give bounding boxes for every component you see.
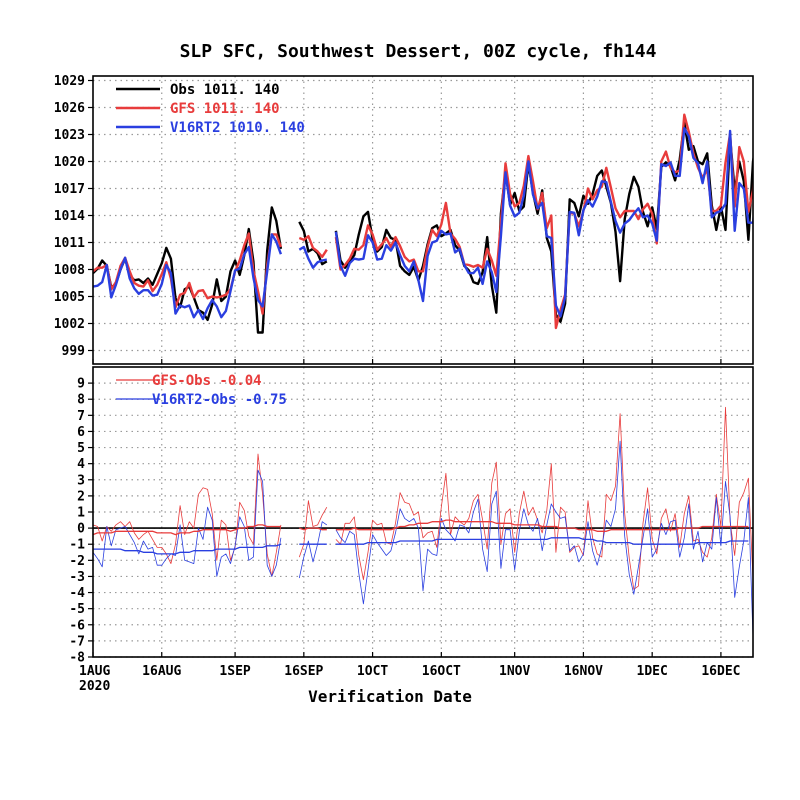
x-tick-label: 1NOV	[499, 664, 530, 679]
legend-entry: V16RT2-Obs -0.75	[152, 392, 287, 408]
y-tick-label: 8	[77, 393, 85, 408]
x-tick-label: 16OCT	[422, 664, 461, 679]
x-tick-label: 16DEC	[701, 664, 740, 679]
y-tick-label: 1020	[54, 155, 85, 170]
y-tick-label: 1	[77, 506, 85, 521]
y-tick-label: 2	[77, 489, 85, 504]
series-line-gfs-obs-mean	[93, 519, 749, 536]
x-axis-label: Verification Date	[308, 687, 472, 706]
x-tick-label: 16AUG	[142, 664, 181, 679]
y-tick-label: 1008	[54, 263, 85, 278]
y-tick-label: 1017	[54, 182, 85, 197]
y-tick-label: -4	[69, 586, 85, 601]
series-line-v16rt2	[93, 126, 753, 321]
y-tick-label: 1002	[54, 317, 85, 332]
series-line-gfs-obs	[93, 406, 753, 590]
series-line-v16rt2-obs-mean	[93, 537, 749, 555]
x-tick-label: 16NOV	[564, 664, 603, 679]
x-tick-label: 16SEP	[284, 664, 323, 679]
y-tick-label: 0	[77, 522, 85, 537]
y-tick-label: 1029	[54, 74, 85, 89]
plot-frame	[92, 75, 754, 365]
y-tick-label: 1005	[54, 290, 85, 305]
slp-panel: 1029 1026 1023 1020 1017 1014 1011 1008 1005 1002…	[54, 74, 754, 365]
y-tick-label: 1011	[54, 236, 85, 251]
y-tick-label: -8	[69, 651, 85, 666]
y-tick-label: -6	[69, 618, 85, 633]
y-tick-label: 6	[77, 425, 85, 440]
x-year-label: 2020	[79, 679, 110, 694]
legend-entry: V16RT2 1010. 140	[170, 120, 305, 136]
y-tick-label: 9	[77, 377, 85, 392]
legend-entry: GFS-Obs -0.04	[152, 373, 262, 389]
y-tick-label: 3	[77, 473, 85, 488]
y-tick-label: 999	[62, 344, 85, 359]
y-tick-label: 1014	[54, 209, 85, 224]
x-tick-label: 1DEC	[637, 664, 668, 679]
x-tick-label: 1OCT	[357, 664, 388, 679]
x-tick-label: 1AUG	[79, 664, 110, 679]
y-tick-label: -1	[69, 538, 85, 553]
plot-frame	[92, 366, 754, 658]
y-tick-label: -7	[69, 634, 85, 649]
y-tick-label: -5	[69, 602, 85, 617]
y-tick-label: -2	[69, 554, 85, 569]
legend-entry: GFS 1011. 140	[170, 101, 280, 117]
legend-entry: Obs 1011. 140	[170, 82, 280, 98]
y-tick-label: -3	[69, 570, 85, 585]
y-tick-label: 1023	[54, 128, 85, 143]
series-line-v16rt2-obs	[93, 440, 753, 639]
y-tick-label: 7	[77, 409, 85, 424]
y-tick-label: 5	[77, 441, 85, 456]
chart-title: SLP SFC, Southwest Dessert, 00Z cycle, f…	[180, 41, 657, 62]
x-tick-label: 1SEP	[219, 664, 250, 679]
y-tick-label: 1026	[54, 101, 85, 116]
y-tick-label: 4	[77, 457, 85, 472]
